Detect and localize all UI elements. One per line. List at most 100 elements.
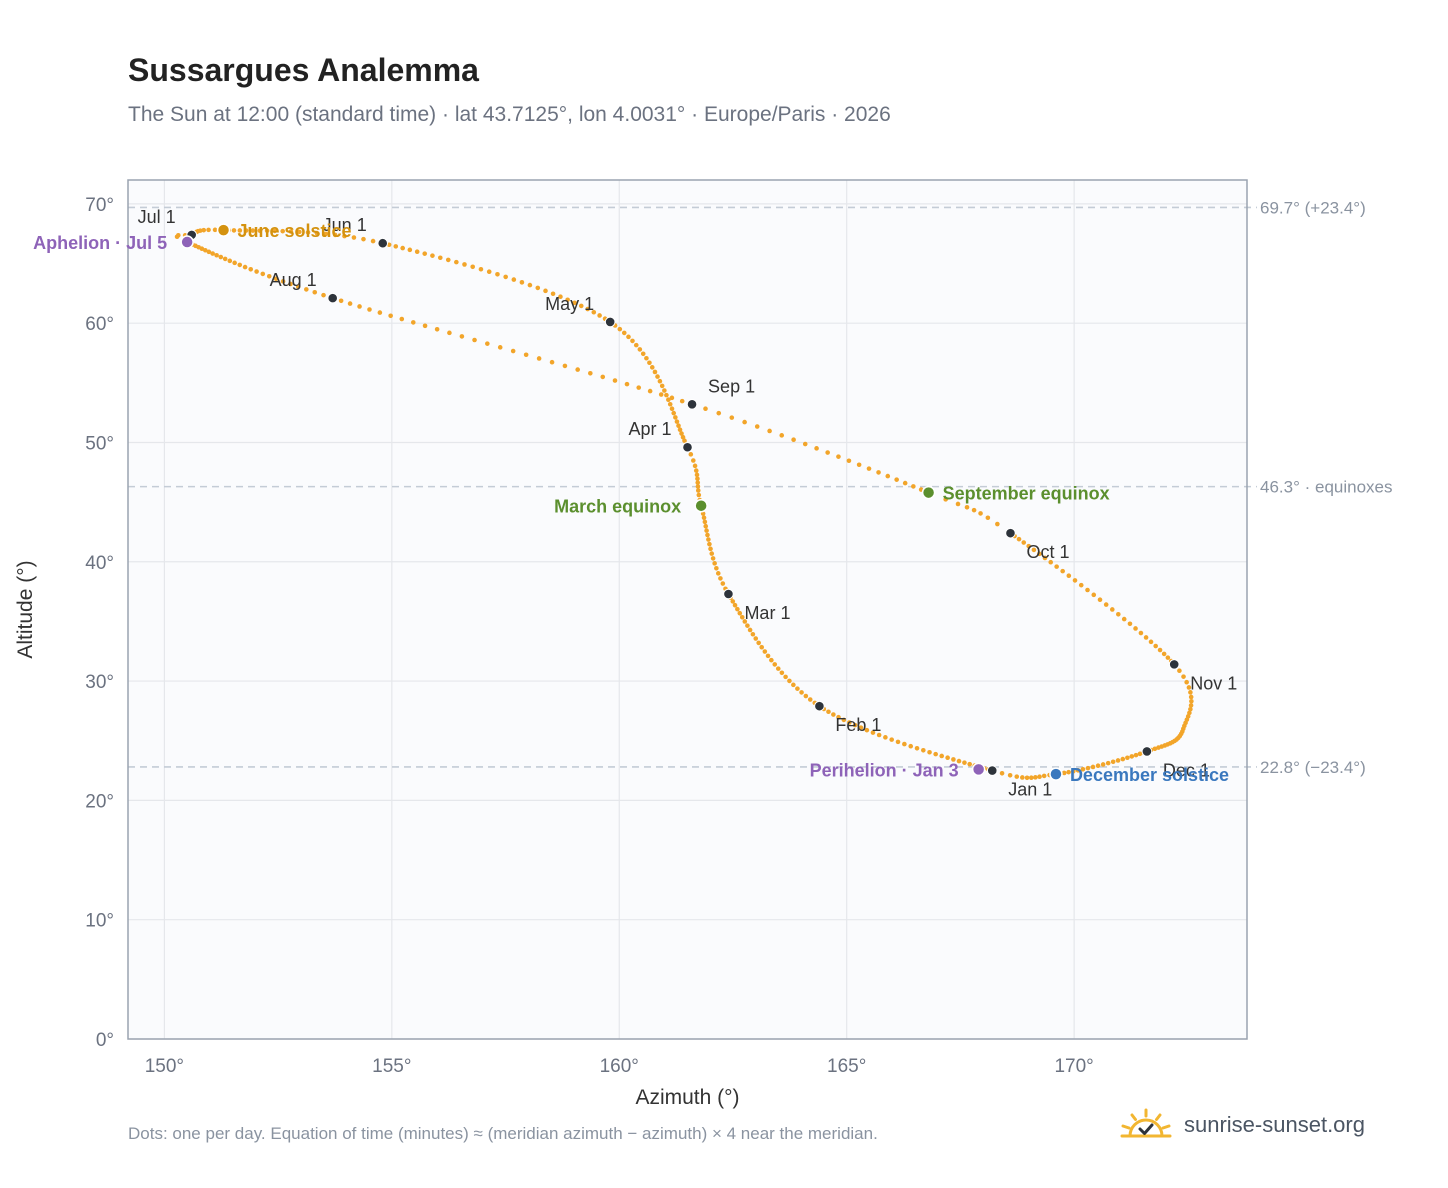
daily-sun-dot <box>399 316 405 322</box>
daily-sun-dot <box>410 320 416 325</box>
daily-sun-dot <box>347 301 353 306</box>
daily-sun-dot <box>1187 710 1192 716</box>
daily-sun-dot <box>248 266 254 272</box>
reference-line-label: 22.8° (−23.4°) <box>1260 758 1366 777</box>
event-marker <box>921 485 936 500</box>
daily-sun-dot <box>750 631 756 637</box>
daily-sun-dot <box>779 433 785 438</box>
daily-sun-dot <box>702 519 708 525</box>
daily-sun-dot <box>1042 555 1048 561</box>
daily-sun-dot <box>1041 773 1047 779</box>
y-tick-label: 70° <box>85 195 114 216</box>
daily-sun-dot <box>787 678 792 684</box>
daily-sun-dot <box>876 470 881 475</box>
daily-sun-dot <box>454 259 459 265</box>
daily-sun-dot <box>478 266 484 272</box>
daily-sun-dot <box>695 484 701 489</box>
daily-sun-dot <box>673 415 678 420</box>
chart-subtitle: The Sun at 12:00 (standard time) · lat 4… <box>128 103 891 126</box>
plot-frame <box>127 179 1248 1040</box>
daily-sun-dot <box>393 244 399 249</box>
daily-sun-dot <box>807 697 813 702</box>
daily-sun-dot <box>852 722 858 728</box>
daily-sun-dot <box>1078 582 1084 588</box>
y-axis-label: Altitude (°) <box>14 560 37 658</box>
daily-sun-dot <box>753 636 759 641</box>
event-label: March equinox <box>554 497 681 517</box>
daily-sun-dot <box>767 428 772 434</box>
plot-area <box>128 180 1247 1039</box>
daily-sun-dot <box>462 262 467 267</box>
brand-logo[interactable]: sunrise-sunset.org <box>1118 1100 1365 1150</box>
daily-sun-dot <box>1020 775 1025 780</box>
daily-sun-dot <box>703 406 708 412</box>
daily-sun-dot <box>864 727 870 733</box>
daily-sun-dot <box>640 351 646 357</box>
daily-sun-dot <box>591 309 597 315</box>
daily-sun-dot <box>759 644 765 650</box>
daily-sun-dot <box>280 228 285 234</box>
daily-sun-dot <box>617 326 623 332</box>
daily-sun-dot <box>288 281 293 287</box>
daily-sun-dot <box>1184 679 1189 685</box>
daily-sun-dot <box>680 434 686 440</box>
daily-sun-dot <box>700 511 706 516</box>
daily-sun-dot <box>321 292 326 298</box>
daily-sun-dot <box>600 374 606 380</box>
daily-sun-dot <box>847 720 852 725</box>
daily-sun-dot <box>911 484 916 489</box>
y-tick-label: 30° <box>85 672 114 693</box>
daily-sun-dot <box>367 307 372 312</box>
daily-sun-dot <box>1100 762 1106 767</box>
month-marker-label: Mar 1 <box>744 603 790 623</box>
event-marker <box>694 498 708 513</box>
x-axis-label: Azimuth (°) <box>635 1086 739 1109</box>
daily-sun-dot <box>434 326 440 332</box>
month-marker <box>377 237 389 249</box>
daily-sun-dot <box>716 410 722 416</box>
daily-sun-dot <box>999 770 1005 776</box>
month-marker-label: Apr 1 <box>628 419 671 439</box>
daily-sun-dot <box>510 348 516 354</box>
daily-sun-dot <box>472 337 477 343</box>
daily-sun-dot <box>870 730 876 735</box>
daily-sun-dot <box>765 653 771 659</box>
daily-sun-dot <box>535 285 541 291</box>
daily-sun-dot <box>312 289 318 295</box>
daily-sun-dot <box>745 623 750 628</box>
daily-sun-dot <box>572 300 577 306</box>
daily-sun-dot <box>1037 551 1042 557</box>
daily-sun-dot <box>709 551 715 556</box>
daily-sun-dot <box>695 476 700 482</box>
daily-sun-dot <box>799 690 804 695</box>
daily-sun-dot <box>647 360 652 366</box>
daily-sun-dot <box>883 735 888 740</box>
daily-sun-dot <box>624 381 630 387</box>
daily-sun-dot <box>422 323 428 329</box>
daily-sun-dot <box>1156 745 1161 750</box>
daily-sun-dot <box>995 521 1000 527</box>
daily-sun-dot <box>1070 768 1076 774</box>
daily-sun-dot <box>295 284 301 289</box>
daily-sun-dot <box>943 497 948 502</box>
daily-sun-dot <box>621 330 627 336</box>
daily-sun-dot <box>692 463 698 469</box>
daily-sun-dot <box>218 254 224 260</box>
daily-sun-dot <box>708 546 713 552</box>
daily-sun-dot <box>1037 774 1042 780</box>
daily-sun-dot <box>1029 775 1034 781</box>
daily-sun-dot <box>756 640 761 646</box>
daily-sun-dot <box>876 732 882 738</box>
daily-sun-dot <box>612 378 618 383</box>
daily-sun-dot <box>1188 690 1193 695</box>
month-marker <box>1141 746 1153 757</box>
daily-sun-dot <box>585 306 590 312</box>
x-tick-label: 160° <box>600 1056 639 1077</box>
daily-sun-dot <box>772 662 778 667</box>
daily-sun-dot <box>967 761 972 767</box>
daily-sun-dot <box>1161 651 1167 657</box>
daily-sun-dot <box>636 385 642 390</box>
daily-sun-dot <box>732 602 738 608</box>
daily-sun-dot <box>304 287 309 292</box>
